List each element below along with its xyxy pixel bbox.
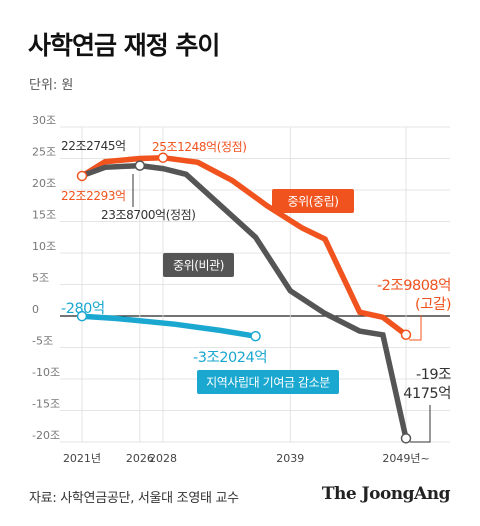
y-tick-label: 5조 [32, 272, 49, 285]
annotation-start-pessimistic: 22조2745억 [61, 139, 126, 153]
annotations: 22조2745억 22조2293억 25조1248억(정점) 23조8700억(… [61, 139, 452, 402]
marker-optimistic-end [400, 329, 412, 341]
unit-label: 단위: 원 [29, 78, 74, 93]
marker-regional-start [76, 310, 88, 322]
optimistic-series-label: 중위(중립) [287, 195, 338, 209]
page-title: 사학연금 재정 추이 [28, 31, 220, 60]
series-line-optimistic [80, 154, 408, 337]
marker-pessimistic-end [400, 433, 412, 444]
y-tick-label: -5조 [32, 335, 53, 348]
x-tick-label: 2028 [149, 452, 177, 465]
annotation-pessimistic-end-1: -19조 [416, 367, 451, 383]
annotation-optimistic-end-1: -2조9808억 [377, 277, 451, 294]
series-line-pessimistic [81, 162, 409, 439]
annotation-peak-optimistic: 25조1248억(정점) [152, 140, 247, 154]
series-line-regional [81, 313, 257, 339]
y-tick-label: 30조 [32, 114, 56, 127]
y-tick-label: -15조 [32, 398, 60, 411]
x-tick-label: 2049년~ [382, 452, 429, 465]
y-tick-label: -20조 [32, 429, 60, 442]
marker-regional-end [250, 330, 261, 342]
y-tick-label: 0 [32, 303, 39, 316]
y-tick-label: 15조 [32, 209, 56, 222]
y-tick-label: 20조 [32, 177, 56, 190]
leader-optimistic-end [409, 315, 422, 341]
marker-optimistic-start [76, 170, 88, 182]
source-note: 자료: 사학연금공단, 서울대 조영태 교수 [29, 491, 239, 506]
y-axis-ticks: 30조 25조 20조 15조 10조 5조 0 -5조 -10조 -15조 -20조 [32, 114, 60, 442]
x-tick-label: 2026 [126, 452, 154, 465]
x-tick-label: 2021년 [63, 452, 101, 465]
y-tick-label: -10조 [32, 366, 60, 379]
series-markers [76, 152, 412, 444]
optimistic-label-box [272, 189, 354, 213]
annotation-peak-pessimistic: 23조8700억(정점) [101, 208, 196, 222]
annotation-leaders [132, 174, 431, 443]
marker-optimistic-peak [157, 152, 169, 163]
annotation-regional-start: -280억 [61, 300, 105, 317]
publisher-logo: The JoongAng [321, 484, 451, 504]
pessimistic-series-label: 중위(비관) [173, 259, 224, 273]
series-lines [80, 154, 409, 439]
annotation-start-optimistic: 22조2293억 [61, 189, 126, 203]
annotation-regional-end: -3조2024억 [193, 349, 267, 366]
annotation-pessimistic-end-2: 4175억 [403, 385, 451, 402]
annotation-optimistic-end-2: (고갈) [415, 296, 451, 313]
marker-pessimistic-peak [134, 160, 146, 171]
leader-pessimistic-end [410, 405, 431, 443]
regional-series-label: 지역사립대 기여금 감소분 [206, 376, 330, 390]
x-tick-label: 2039 [276, 452, 304, 465]
pessimistic-label-box [163, 253, 234, 277]
y-tick-label: 25조 [32, 146, 56, 159]
regional-label-box [197, 370, 339, 394]
y-tick-label: 10조 [32, 240, 56, 253]
